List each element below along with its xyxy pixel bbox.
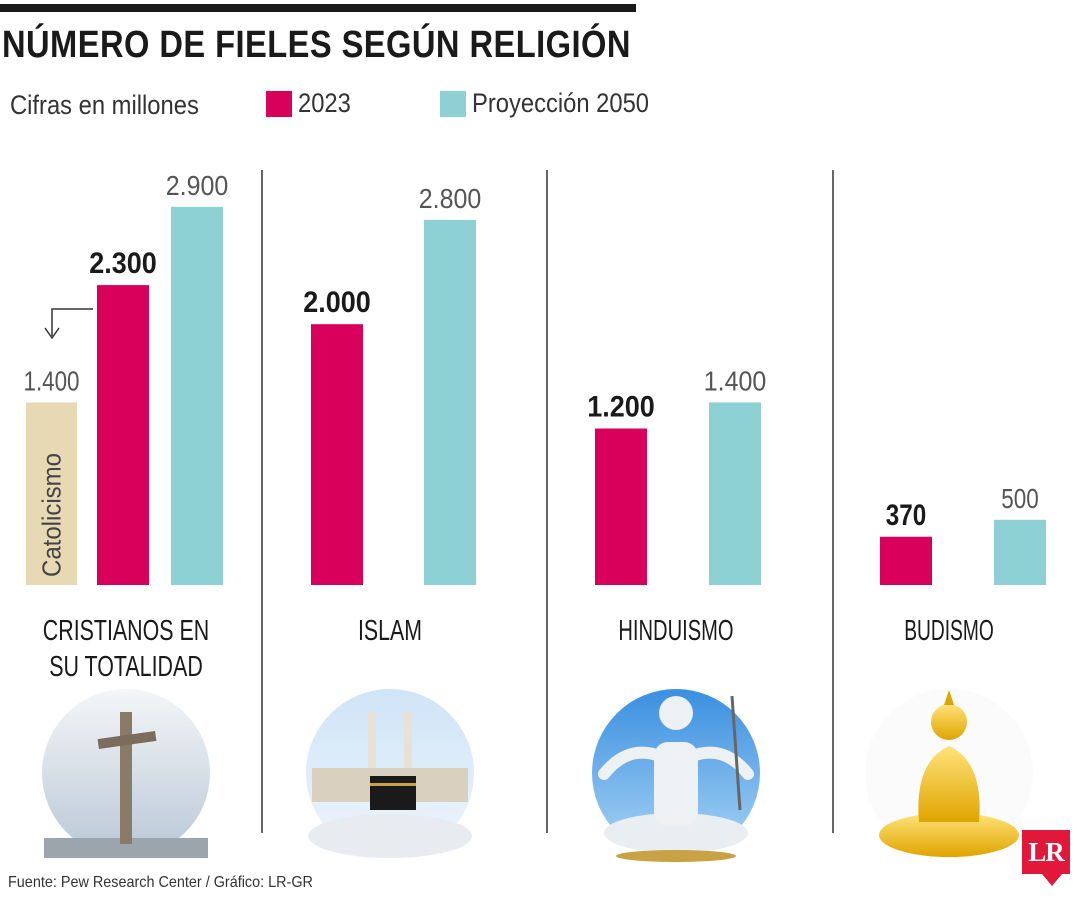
cross-icon-horizontal (97, 731, 157, 749)
buddha-icon-head (931, 704, 967, 740)
catolicismo-arrow-head (44, 327, 60, 340)
data-label-2023-1: 2.300 (89, 247, 157, 280)
shiva-icon-torso (654, 742, 698, 826)
source-note: Fuente: Pew Research Center / Gráfico: L… (8, 874, 313, 891)
legend-item-2023: 2023 (266, 88, 358, 119)
data-label-2023-4: 370 (886, 499, 927, 532)
bar-2050-3 (709, 402, 761, 585)
chart-subtitle: Cifras en millones (10, 90, 199, 120)
category-label-2-line-1: ISLAM (358, 615, 422, 647)
cross-icon-vertical (120, 712, 132, 844)
legend-swatch-2023 (266, 90, 292, 117)
data-label-2050-2: 2.800 (419, 183, 482, 214)
shiva-icon-head (659, 696, 693, 730)
data-label-2050-4: 500 (1001, 483, 1039, 514)
bar-2050-2 (424, 219, 476, 585)
bar-2050-4 (994, 519, 1046, 585)
bar-2050-1 (171, 206, 223, 585)
cross-image-ground (44, 838, 208, 858)
shiva-icon-base (616, 850, 736, 862)
minaret-icon-right (404, 712, 412, 782)
kaaba-icon-band (370, 783, 416, 786)
shiva-icon-arm-right (686, 746, 754, 780)
bar-2023-2 (311, 324, 363, 585)
data-label-2050-3: 1.400 (704, 365, 767, 396)
trident-icon (730, 695, 742, 811)
legend-swatch-2050 (440, 90, 466, 117)
category-label-4-line-1: BUDISMO (904, 615, 994, 647)
category-label-1-line-1: CRISTIANOS EN (43, 615, 209, 647)
buddha-icon-body (918, 746, 980, 822)
bar-catolicismo (26, 402, 77, 585)
pilgrims-crowd (308, 814, 472, 858)
category-label-3-line-1: HINDUISMO (618, 615, 733, 647)
bar-2023-1 (97, 285, 149, 585)
shiva-icon-arm-left (598, 746, 666, 780)
data-label-catolicismo: 1.400 (24, 365, 80, 396)
lr-logo: LR (1022, 830, 1070, 874)
buddha-icon-crown (944, 690, 954, 705)
data-label-2023-2: 2.000 (303, 286, 371, 319)
title-rule (0, 4, 636, 12)
bar-2023-4 (880, 536, 932, 585)
category-label-1-line-2: SU TOTALIDAD (49, 651, 203, 683)
kaaba-icon (370, 776, 416, 810)
label-catolicismo: Catolicismo (37, 453, 67, 577)
data-label-2050-1: 2.900 (166, 170, 229, 201)
lr-logo-tail (1042, 874, 1062, 886)
data-label-2023-3: 1.200 (587, 391, 655, 424)
legend-label-2050: Proyección 2050 (472, 88, 650, 118)
minaret-icon-left (368, 712, 376, 782)
catolicismo-arrow-line (51, 308, 93, 336)
legend-label-2023: 2023 (298, 88, 351, 118)
bar-2023-3 (595, 428, 647, 585)
shiva-icon-legs (604, 813, 748, 853)
buddha-icon-lap (879, 813, 1019, 857)
legend-item-2050: Proyección 2050 (440, 88, 673, 119)
chart-title: NÚMERO DE FIELES SEGÚN RELIGIÓN (2, 24, 631, 66)
